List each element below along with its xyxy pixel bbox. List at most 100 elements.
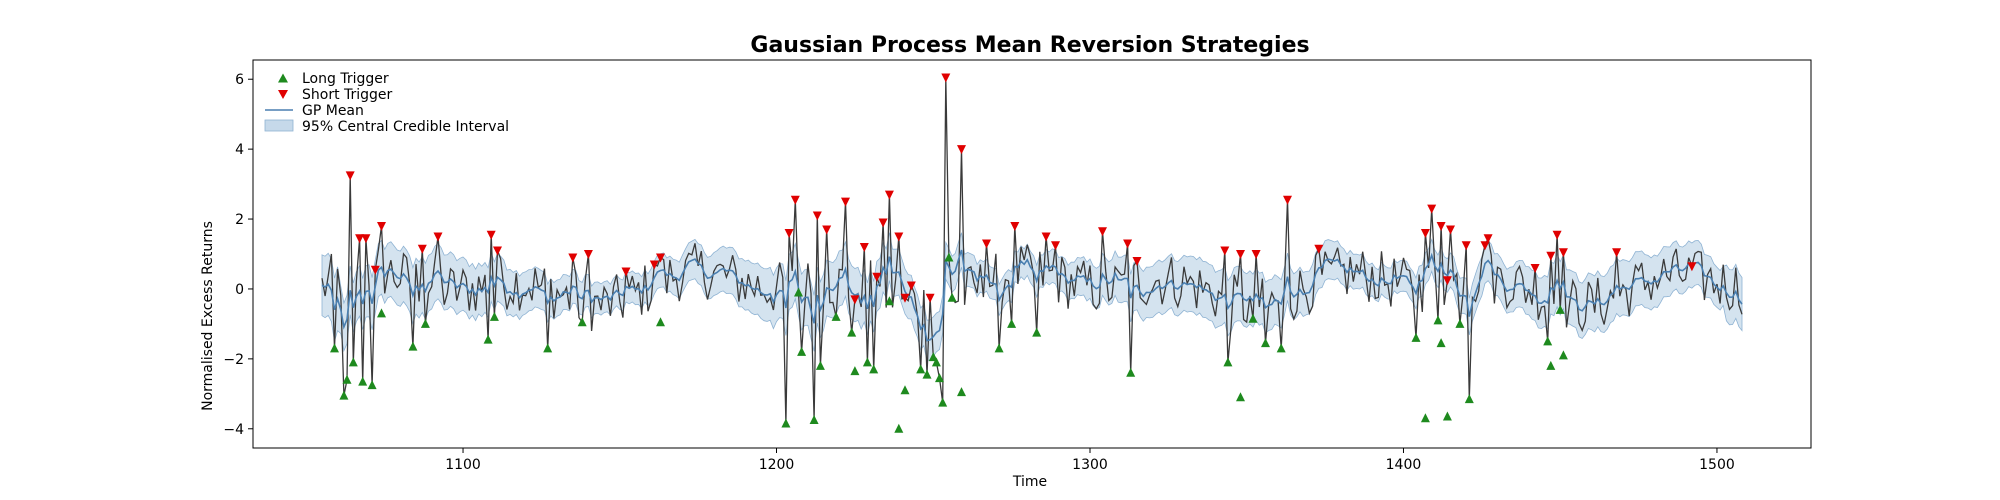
x-axis-label: Time [1012,474,1047,490]
short-trigger-marker [1123,239,1133,249]
chart-title: Gaussian Process Mean Reversion Strategi… [750,33,1309,58]
short-trigger-marker [982,239,991,249]
long-trigger-marker [850,366,860,376]
long-trigger-marker [994,343,1004,353]
short-trigger-marker [1530,264,1540,273]
short-trigger-marker [583,250,593,259]
legend-short-label: Short Trigger [302,87,393,103]
y-tick-label: −4 [223,422,244,438]
long-trigger-marker [1032,327,1042,337]
long-trigger-marker [656,317,665,327]
long-trigger-marker [377,308,386,318]
long-trigger-marker [947,292,957,302]
short-trigger-marker [656,253,665,263]
long-trigger-marker [1411,332,1421,342]
long-trigger-marker [489,311,499,321]
long-trigger-marker [938,397,948,407]
short-trigger-marker [1010,222,1020,231]
long-trigger-marker [1433,315,1443,325]
long-trigger-marker [894,423,904,433]
short-trigger-marker [1132,257,1142,266]
legend-band-label: 95% Central Credible Interval [302,119,509,135]
short-trigger-marker [872,272,882,282]
long-trigger-marker [1276,343,1286,353]
long-trigger-marker [935,373,944,383]
long-trigger-marker [944,252,954,262]
short-trigger-marker [649,260,659,270]
short-trigger-marker [1480,241,1490,251]
long-trigger-marker [1261,338,1270,348]
y-axis-label: Normalised Excess Returns [200,221,216,411]
x-tick-label: 1200 [759,457,795,473]
long-trigger-marker [1007,318,1017,328]
long-trigger-marker [1236,392,1245,402]
short-trigger-marker [1461,241,1471,251]
short-trigger-marker [1436,222,1446,231]
gp-mean-line [321,249,1743,342]
legend-mean-label: GP Mean [302,103,364,119]
short-trigger-marker [433,232,443,242]
y-tick-label: 2 [235,212,244,228]
legend-band-patch [264,119,294,132]
long-trigger-marker [1546,360,1556,370]
short-trigger-marker [1220,246,1230,256]
short-trigger-marker [361,234,371,244]
long-trigger-marker [1442,411,1452,421]
short-trigger-marker [784,229,794,238]
long-trigger-marker [794,287,803,297]
legend: Long Trigger Short Trigger GP Mean 95% C… [264,71,509,135]
long-trigger-marker [339,390,349,400]
long-trigger-marker [916,364,926,374]
long-trigger-marker [358,376,368,386]
long-trigger-marker [884,296,894,306]
short-trigger-marker [812,211,822,221]
y-tick-label: 6 [235,72,244,88]
short-trigger-marker [1442,276,1452,286]
long-trigger-marker [869,364,879,374]
short-trigger-marker [1687,262,1697,272]
long-trigger-marker [420,318,430,328]
short-trigger-marker [894,232,904,242]
long-trigger-marker [483,334,493,344]
short-trigger-marker [1427,204,1437,214]
long-trigger-marker [1223,357,1233,367]
short-trigger-marker [822,225,832,235]
long-trigger-marker [1464,394,1474,404]
x-tick-label: 1300 [1072,457,1108,473]
short-trigger-marker [355,234,365,244]
short-trigger-marker [370,265,380,275]
long-trigger-marker [342,374,352,384]
short-trigger-marker [1546,251,1556,261]
short-trigger-marker [621,267,631,277]
x-tick-label: 1100 [445,457,481,473]
short-trigger-marker [486,230,496,240]
long-trigger-marker [928,352,938,362]
short-trigger-marker [878,218,888,228]
y-tick-label: −2 [223,352,244,368]
long-trigger-marker [1455,318,1465,328]
short-trigger-marker [377,222,386,231]
legend-long-label: Long Trigger [302,71,389,87]
short-trigger-marker [790,195,800,205]
long-trigger-marker [815,360,825,370]
short-trigger-marker [417,244,427,254]
plot-area [321,73,1743,433]
short-trigger-marker [850,295,860,305]
long-trigger-marker [931,357,941,367]
short-trigger-marker [1420,229,1430,238]
short-trigger-marker [1558,248,1568,258]
long-trigger-marker [330,343,339,353]
long-trigger-marker [847,327,857,337]
legend-short-marker [278,90,288,99]
long-trigger-marker [957,387,966,397]
long-trigger-marker [408,341,418,351]
short-trigger-marker [1098,227,1107,237]
returns-line [321,77,1743,424]
short-trigger-marker [957,145,966,155]
short-trigger-marker [568,253,578,263]
short-trigger-marker [345,171,355,181]
short-trigger-marker [1483,234,1493,244]
long-trigger-marker [577,317,587,327]
short-trigger-marker [884,190,894,200]
